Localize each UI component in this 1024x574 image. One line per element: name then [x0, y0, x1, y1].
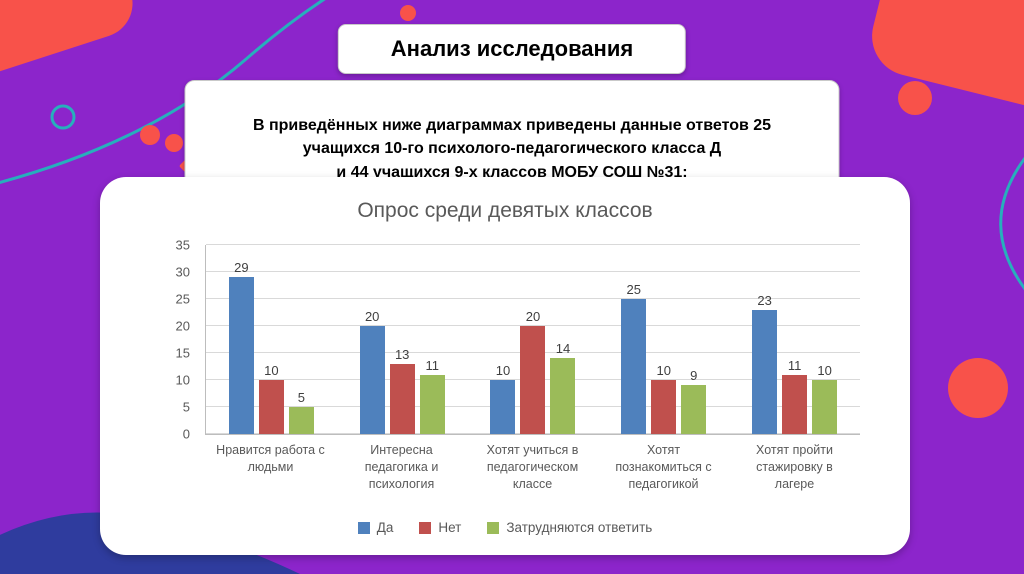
legend-swatch [487, 521, 500, 534]
chart-legend: Да Нет Затрудняются ответить [100, 520, 910, 535]
bar-wrap: 5 [288, 245, 314, 434]
bar-segment [258, 380, 284, 434]
decorative-curve-top-left [0, 0, 326, 184]
bar-group: 20 13 11 [337, 245, 468, 434]
decorative-blob-top-left [0, 0, 133, 74]
gridline [206, 271, 860, 272]
decorative-dot-top-center [400, 5, 416, 21]
bar-segment [520, 326, 546, 434]
legend-label: Затрудняются ответить [506, 520, 653, 535]
bar-segment [752, 309, 778, 434]
bar-value-label: 9 [690, 368, 698, 384]
decorative-dot-left-2 [165, 134, 183, 152]
bar-wrap: 9 [681, 245, 707, 434]
bar-segment [389, 363, 415, 434]
bar-value-label: 11 [787, 357, 802, 373]
bar-segment [490, 380, 516, 434]
chart-card: Опрос среди девятых классов 0 5 10 15 20 25 30… [100, 177, 910, 555]
decorative-dot-left-1 [140, 125, 160, 145]
legend-label: Нет [438, 520, 462, 535]
bar-value-label: 13 [394, 346, 410, 362]
bar-value-label: 5 [297, 390, 305, 405]
legend-swatch [357, 521, 370, 534]
bar-wrap: 29 [228, 245, 254, 434]
category-label: Интересна педагогика и психология [364, 443, 439, 491]
gridline [206, 298, 860, 299]
decorative-circle-bottom-right [948, 358, 1008, 418]
y-tick-label: 35 [175, 237, 190, 253]
gridline [206, 325, 860, 326]
bar-value-label: 29 [234, 260, 249, 276]
category-label: Хотят познакомиться с педагогикой [615, 443, 712, 491]
description-text: В приведённых ниже диаграммах приведены … [252, 117, 772, 181]
chart-title: Опрос среди девятых классов [357, 199, 653, 222]
bar-wrap: 10 [490, 245, 516, 434]
bar-wrap: 14 [550, 245, 576, 434]
decorative-circle-top-right [898, 81, 932, 115]
y-tick-label: 20 [175, 318, 190, 334]
bar-value-label: 11 [425, 357, 439, 373]
bar-segment [550, 358, 576, 434]
category-label: Нравится работа с людьми [216, 443, 325, 474]
y-tick-label: 0 [182, 426, 190, 442]
bar-group: 10 20 14 [468, 245, 599, 434]
bar-groups: 29 10 5 20 13 11 10 20 14 25 10 9 23 11 10 [206, 245, 860, 434]
category-labels: Нравится работа с людьми Интересна педаго… [205, 442, 860, 493]
bar-wrap: 11 [782, 245, 808, 434]
bar-wrap: 20 [359, 245, 385, 434]
bar-wrap: 23 [752, 245, 778, 434]
bar-segment [651, 380, 677, 434]
y-tick-label: 5 [182, 399, 190, 415]
page-title: Анализ исследования [390, 36, 634, 61]
bar-segment [359, 326, 385, 434]
bar-wrap: 20 [520, 245, 546, 434]
bar-segment [782, 374, 808, 434]
bar-segment [288, 407, 314, 434]
bar-value-label: 10 [495, 363, 511, 378]
bar-wrap: 10 [812, 245, 838, 434]
bar-value-label: 20 [364, 309, 380, 324]
bar-group: 25 10 9 [598, 245, 729, 434]
bar-wrap: 11 [419, 245, 445, 434]
bar-wrap: 25 [621, 245, 647, 434]
bar-value-label: 20 [525, 309, 541, 324]
legend-label: Да [376, 520, 394, 535]
y-tick-label: 10 [175, 372, 190, 388]
y-axis-labels: 0 5 10 15 20 25 30 35 [158, 238, 198, 442]
bar-value-label: 10 [264, 363, 279, 378]
bar-group: 23 11 10 [729, 245, 860, 434]
bar-segment [681, 385, 707, 434]
plot-area: 0 5 10 15 20 25 30 35 29 10 5 20 13 11 10 20 14 25 10 9 23 1… [176, 238, 860, 442]
bar-value-label: 25 [626, 282, 642, 297]
y-tick-label: 15 [175, 345, 190, 361]
bar-segment [419, 374, 445, 434]
category-label: Хотят пройти стажировку в лагере [756, 443, 833, 491]
bar-segment [621, 299, 647, 434]
decorative-curve-right [999, 156, 1024, 291]
slide-title-box: Анализ исследования [337, 24, 687, 74]
bar-value-label: 10 [817, 363, 832, 378]
bar-wrap: 13 [389, 245, 415, 434]
decorative-blob-top-right [872, 0, 1024, 109]
legend-item: Нет [419, 520, 461, 535]
legend-item: Да [357, 520, 394, 535]
gridline [206, 244, 860, 245]
legend-swatch [419, 521, 432, 534]
decorative-ring-left [50, 104, 76, 130]
category-label: Хотят учиться в педагогическом классе [486, 443, 579, 491]
bar-value-label: 10 [656, 363, 672, 378]
bar-group: 29 10 5 [206, 245, 337, 434]
bar-segment [228, 277, 254, 434]
bar-value-label: 14 [555, 341, 571, 357]
legend-item: Затрудняются ответить [487, 520, 652, 535]
bar-segment [812, 380, 838, 434]
chart-body: 0 5 10 15 20 25 30 35 29 10 5 20 13 11 10 20 14 25 10 9 23 1… [176, 238, 860, 493]
y-tick-label: 25 [175, 291, 190, 307]
bar-value-label: 23 [757, 292, 772, 308]
bar-wrap: 10 [258, 245, 284, 434]
bar-wrap: 10 [651, 245, 677, 434]
description-box: В приведённых ниже диаграммах приведены … [184, 80, 840, 195]
y-tick-label: 30 [175, 264, 190, 280]
